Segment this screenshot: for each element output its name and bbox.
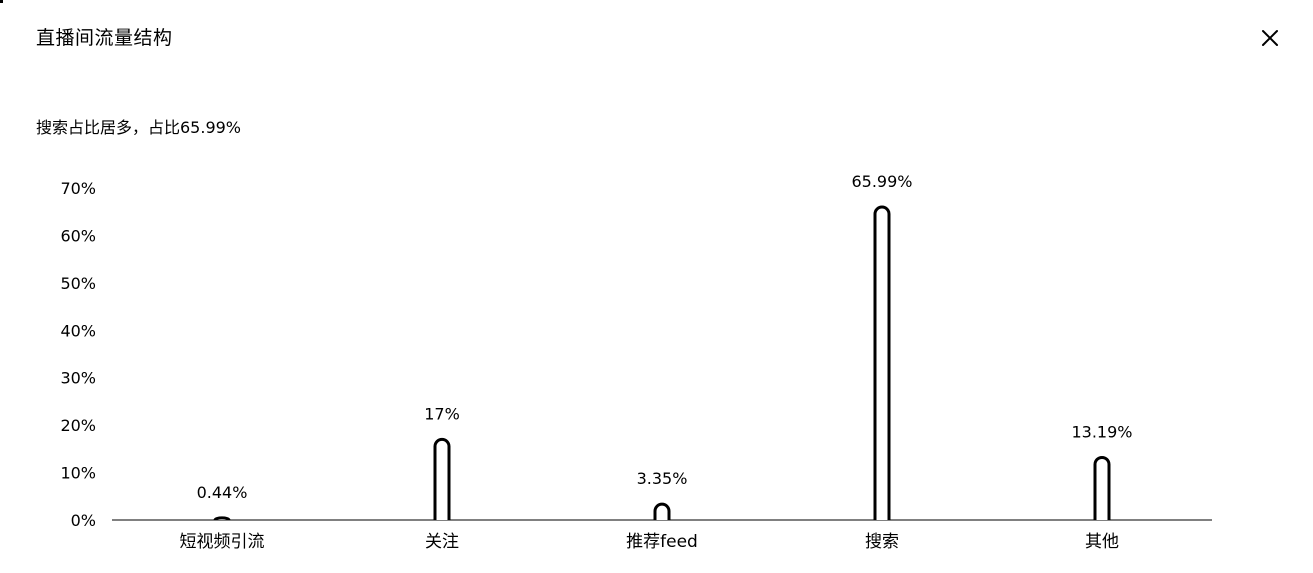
bar [873, 205, 891, 520]
y-tick-label: 0% [71, 511, 96, 530]
x-category-label: 搜索 [865, 532, 899, 552]
y-tick-label: 70% [60, 179, 96, 198]
close-button[interactable] [1256, 24, 1284, 52]
bar-value-label: 0.44% [197, 483, 248, 502]
y-tick-label: 60% [60, 226, 96, 245]
bar-value-label: 65.99% [851, 172, 912, 191]
bar [213, 516, 231, 521]
bar-value-label: 17% [424, 404, 460, 423]
y-tick-label: 40% [60, 321, 96, 340]
corner-mark [0, 0, 3, 3]
dialog-title: 直播间流量结构 [36, 27, 173, 49]
summary-text: 搜索占比居多，占比65.99% [36, 118, 242, 137]
bar-value-label: 13.19% [1071, 422, 1132, 441]
bar-value-label: 3.35% [637, 469, 688, 488]
y-tick-label: 10% [60, 464, 96, 483]
y-tick-label: 20% [60, 416, 96, 435]
y-tick-label: 50% [60, 274, 96, 293]
x-category-label: 短视频引流 [180, 532, 265, 552]
x-category-label: 推荐feed [626, 532, 698, 552]
bar [653, 502, 671, 520]
bar [1093, 455, 1111, 520]
bar [433, 437, 451, 520]
y-tick-label: 30% [60, 369, 96, 388]
close-icon [1262, 30, 1278, 46]
x-category-label: 其他 [1085, 532, 1119, 552]
x-category-label: 关注 [425, 532, 459, 552]
